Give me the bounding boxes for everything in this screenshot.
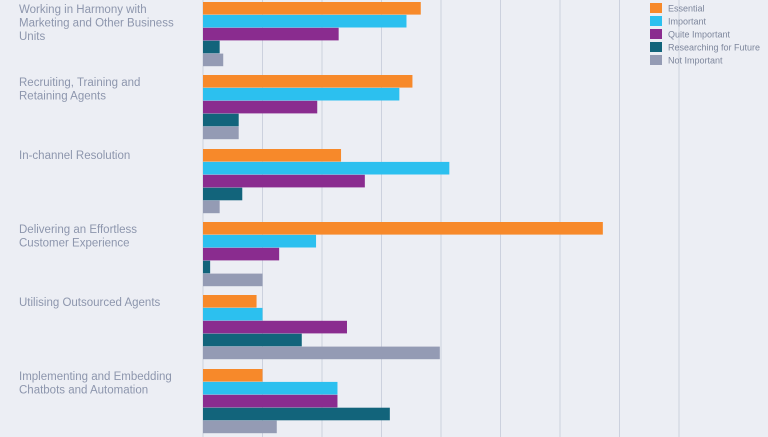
bar-essential — [203, 369, 263, 382]
bar-researching-for-future — [203, 40, 220, 54]
bar-quite-important — [203, 394, 338, 408]
category-label: Utilising Outsourced Agents — [19, 297, 161, 309]
bar-important — [203, 87, 400, 101]
gridlines — [202, 0, 680, 437]
bar-important — [203, 381, 338, 395]
category-label: In-channel Resolution — [19, 150, 130, 162]
bar-not-important — [203, 346, 440, 360]
category-label: Customer Experience — [19, 238, 130, 250]
bar-quite-important — [203, 247, 280, 261]
legend-swatch — [650, 42, 662, 52]
category-label: Delivering an Effortless — [19, 224, 137, 236]
category-label: Implementing and Embedding — [19, 371, 172, 383]
legend-label: Important — [668, 17, 707, 27]
bar-essential — [203, 149, 342, 162]
category-label: Marketing and Other Business — [19, 18, 174, 30]
legend-label: Not Important — [668, 56, 723, 66]
bar-researching-for-future — [203, 407, 390, 421]
bar-not-important — [203, 53, 224, 67]
bar-essential — [203, 222, 603, 235]
legend-swatch — [650, 55, 662, 65]
category-label: Working in Harmony with — [19, 4, 147, 16]
bar-not-important — [203, 200, 220, 214]
legend-label: Researching for Future — [668, 43, 760, 53]
bar-important — [203, 14, 407, 28]
bar-not-important — [203, 420, 277, 434]
bar-important — [203, 234, 317, 248]
bars — [203, 2, 603, 434]
bar-not-important — [203, 273, 263, 287]
legend: Essential Important Quite Important Researc… — [650, 3, 760, 66]
category-label: Units — [19, 31, 45, 43]
legend-swatch — [650, 16, 662, 26]
bar-essential — [203, 295, 257, 308]
legend-label: Quite Important — [668, 30, 731, 40]
bar-important — [203, 307, 263, 321]
category-label: Retaining Agents — [19, 91, 106, 103]
category-label: Chatbots and Automation — [19, 385, 148, 397]
bar-quite-important — [203, 174, 365, 188]
bar-quite-important — [203, 27, 339, 41]
bar-essential — [203, 2, 421, 15]
category-labels: Working in Harmony with Marketing and Oth… — [19, 4, 174, 397]
bar-quite-important — [203, 320, 347, 334]
category-label: Recruiting, Training and — [19, 77, 140, 89]
legend-swatch — [650, 29, 662, 39]
bar-researching-for-future — [203, 260, 211, 274]
bar-quite-important — [203, 100, 318, 114]
bar-researching-for-future — [203, 187, 243, 201]
bar-researching-for-future — [203, 333, 302, 347]
legend-swatch — [650, 3, 662, 13]
bar-researching-for-future — [203, 113, 239, 127]
bar-essential — [203, 75, 413, 88]
legend-label: Essential — [668, 4, 705, 14]
bar-important — [203, 161, 450, 175]
bar-not-important — [203, 126, 239, 140]
